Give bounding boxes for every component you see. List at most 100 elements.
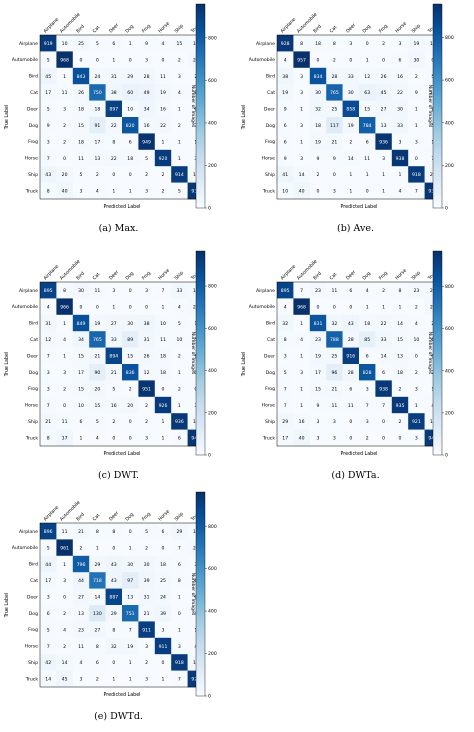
cell-value-label: 3 (349, 41, 352, 47)
cell-value-label: 1 (349, 189, 352, 195)
cell-value-label: 3 (178, 644, 181, 650)
cell-value-label: 11 (62, 419, 68, 425)
heatmap-cell (72, 654, 90, 671)
heatmap-cell (154, 605, 172, 622)
cell-value-label: 1 (129, 660, 132, 666)
heatmap-cell (391, 282, 409, 299)
heatmap-cell (171, 555, 188, 573)
cell-value-label: 43 (348, 321, 354, 327)
cell-value-label: 15 (78, 123, 84, 129)
colorbar-tick-label: 600 (208, 78, 217, 84)
cell-value-label: 19 (282, 90, 288, 96)
heatmap-cell (40, 51, 57, 69)
colorbar-tick-label: 600 (208, 326, 217, 332)
heatmap-cell (154, 588, 172, 606)
cell-value-label: 34 (144, 107, 150, 113)
heatmap-cell (56, 282, 74, 299)
heatmap-cell (326, 413, 343, 430)
heatmap-cell (391, 182, 409, 200)
cell-value-label: 23 (315, 337, 321, 343)
colorbar-tick-label: 400 (208, 609, 217, 615)
heatmap-cell (293, 67, 311, 85)
cell-value-label: 3 (47, 370, 50, 376)
heatmap-cell (56, 396, 74, 414)
heatmap-cell (293, 51, 311, 69)
cell-value-label: 14 (299, 172, 305, 178)
heatmap-cell (359, 314, 376, 332)
heatmap-cell (56, 380, 74, 398)
heatmap-cell (309, 149, 327, 167)
heatmap-cell (171, 182, 188, 200)
heatmap-cell (105, 166, 123, 183)
cell-value-label: 23 (413, 288, 419, 294)
heatmap-cell (72, 555, 90, 573)
y-tick-label: Horse (25, 156, 39, 162)
cell-value-label: 10 (78, 403, 84, 409)
cell-value-label: 27 (111, 321, 117, 327)
cell-value-label: 1 (300, 107, 303, 113)
cell-value-label: 0 (129, 288, 132, 294)
heatmap-cell (40, 166, 57, 183)
heatmap-cell (40, 605, 57, 622)
heatmap-cell (89, 555, 106, 573)
cell-value-label: 1 (129, 41, 132, 47)
cell-value-label: 3 (63, 107, 66, 113)
heatmap-a: 9191025561941510596800103022245184324312… (4, 3, 217, 212)
y-tick-label: Truck (25, 435, 38, 441)
cell-value-label: 920 (159, 156, 168, 162)
heatmap-cell (391, 133, 409, 151)
cell-value-label: 14 (348, 156, 354, 162)
heatmap-cell (40, 588, 57, 606)
heatmap-cell (391, 364, 409, 381)
cell-value-label: 39 (144, 578, 150, 584)
heatmap-cell (171, 84, 188, 101)
heatmap-cell (138, 298, 156, 316)
cell-value-label: 0 (333, 172, 336, 178)
cell-value-label: 4 (300, 337, 303, 343)
heatmap-cell (138, 35, 156, 52)
heatmap-cell (122, 588, 139, 606)
cell-value-label: 11 (348, 403, 354, 409)
x-tick-label: Frog (141, 23, 152, 34)
heatmap-cell (171, 413, 188, 430)
heatmap-cell (375, 380, 393, 398)
cell-value-label: 25 (331, 107, 337, 113)
cell-value-label: 21 (45, 419, 51, 425)
heatmap-cell (408, 84, 425, 101)
heatmap-cell (359, 100, 376, 118)
cell-value-label: 1 (96, 545, 99, 551)
cell-value-label: 2 (145, 403, 148, 409)
heatmap-cell (408, 100, 425, 118)
heatmap-cell (375, 314, 393, 332)
heatmap-b: 928 8 18 8 3 0 2 3 19 114 957 0 2 0 1 0 6 30 038 3 834 28 33 12… (241, 3, 454, 212)
cell-value-label: 18 (160, 370, 166, 376)
cell-value-label: 22 (111, 123, 117, 129)
heatmap-cell (277, 149, 294, 167)
heatmap-cell (122, 572, 139, 589)
heatmap-cell (154, 523, 172, 540)
y-tick-label: Cat (267, 90, 275, 96)
cell-value-label: 1 (63, 74, 66, 80)
heatmap-cell (138, 588, 156, 606)
heatmap-cell (342, 347, 360, 365)
heatmap-cell (171, 380, 188, 398)
heatmap-cell (122, 523, 139, 540)
heatmap-cell (342, 331, 360, 348)
x-tick-label: Deer (345, 22, 357, 34)
heatmap-cell (342, 149, 360, 167)
heatmap-cell (105, 51, 123, 69)
cell-value-label: 0 (129, 436, 132, 442)
heatmap-cell (89, 637, 106, 655)
cell-value-label: 8 (47, 436, 50, 442)
heatmap-cell (105, 282, 123, 299)
cell-value-label: 25 (160, 578, 166, 584)
heatmap-cell (171, 637, 188, 655)
cell-value-label: 44 (45, 562, 51, 568)
heatmap-cell (56, 670, 74, 688)
heatmap-cell (342, 380, 360, 398)
cell-value-label: 32 (111, 644, 117, 650)
heatmap-cell (40, 555, 57, 573)
cell-value-label: 966 (60, 304, 69, 310)
heatmap-cell (391, 298, 409, 316)
heatmap-cell (375, 396, 393, 414)
